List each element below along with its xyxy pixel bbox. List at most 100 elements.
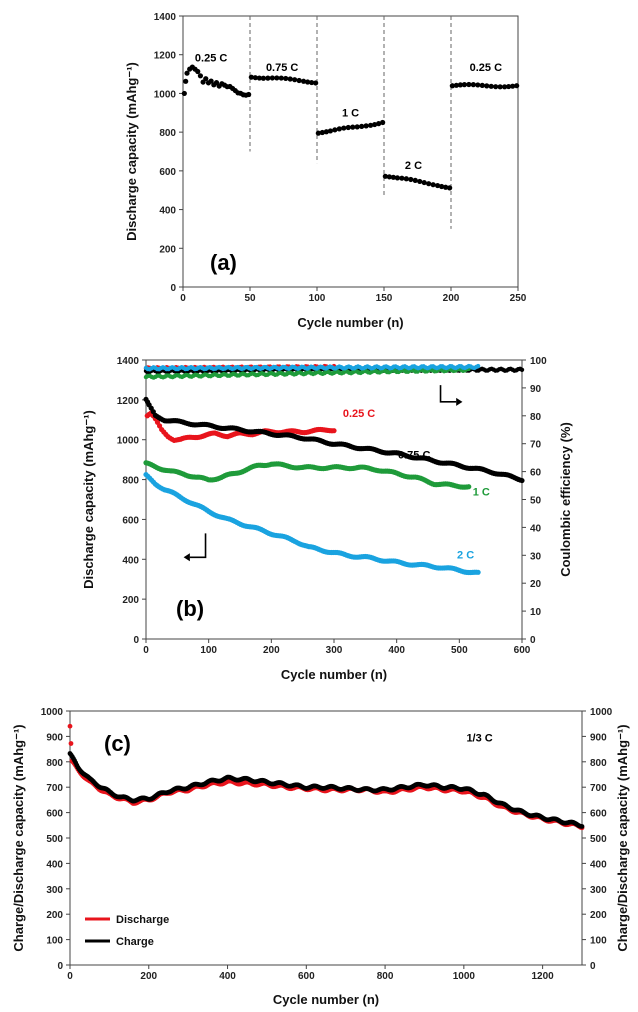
plot-frame — [182, 15, 519, 288]
data-point — [183, 78, 189, 84]
y-tick-label: 800 — [122, 476, 139, 487]
y-tick-label: 0 — [170, 283, 176, 294]
data-point — [278, 75, 284, 81]
y-tick-label: 200 — [159, 244, 176, 255]
series-charge — [67, 751, 585, 829]
y2-axis-label: Coulombic efficiency (%) — [558, 422, 573, 577]
y-tick-label: 300 — [46, 885, 63, 896]
data-point — [292, 77, 298, 83]
x-tick-label: 0 — [143, 645, 149, 656]
data-point — [488, 83, 494, 89]
data-point — [332, 127, 338, 133]
data-point — [412, 177, 418, 183]
data-point — [493, 84, 499, 90]
data-point — [341, 125, 347, 131]
y2-tick-label: 700 — [590, 783, 607, 794]
y-tick-label: 200 — [122, 595, 139, 606]
y-tick-label: 700 — [46, 783, 63, 794]
series-discharge — [67, 723, 585, 831]
data-point — [426, 181, 432, 187]
y2-tick-label: 800 — [590, 758, 607, 769]
data-point — [475, 82, 481, 88]
data-point — [403, 176, 409, 182]
series-1-c — [143, 366, 472, 490]
y2-axis-label: Charge/Discharge capacity (mAhg⁻¹) — [615, 724, 630, 951]
y2-tick-label: 300 — [590, 885, 607, 896]
y-tick-label: 1000 — [117, 436, 140, 447]
data-markers — [143, 363, 525, 576]
x-tick-label: 0 — [180, 293, 186, 304]
data-point — [363, 123, 369, 129]
y-tick-label: 0 — [57, 961, 63, 972]
data-point — [475, 569, 481, 575]
data-point — [256, 75, 262, 81]
y2-tick-label: 200 — [590, 910, 607, 921]
data-point — [305, 79, 311, 85]
y-tick-label: 500 — [46, 834, 63, 845]
x-axis-label: Cycle number (n) — [273, 992, 379, 1007]
plot-frame — [69, 710, 583, 966]
x-tick-label: 300 — [326, 645, 343, 656]
panel-label: (b) — [176, 596, 204, 621]
data-point — [466, 81, 472, 88]
y-tick-label: 400 — [122, 555, 139, 566]
y-tick-label: 600 — [159, 167, 176, 178]
x-tick-label: 200 — [263, 645, 280, 656]
annotation-label: 1 C — [473, 487, 490, 499]
data-point — [502, 84, 508, 90]
y-tick-label: 1000 — [41, 707, 64, 718]
annotation-label: 0.25 C — [195, 52, 227, 64]
y2-tick-label: 500 — [590, 834, 607, 845]
data-point — [203, 76, 209, 82]
data-point — [447, 185, 453, 191]
data-point — [350, 124, 356, 130]
data-point — [309, 79, 315, 86]
y-tick-label: 1400 — [154, 12, 177, 23]
data-point — [195, 68, 201, 75]
y2-tick-label: 80 — [530, 412, 542, 423]
data-point — [430, 182, 436, 188]
data-point — [421, 179, 427, 186]
annotation-label: 2 C — [457, 549, 474, 561]
x-tick-label: 200 — [140, 971, 157, 982]
panel-label: (a) — [210, 250, 237, 275]
y2-tick-label: 1000 — [590, 707, 613, 718]
y-tick-label: 600 — [46, 809, 63, 820]
data-point — [260, 75, 266, 81]
data-point — [380, 119, 386, 126]
data-point — [519, 477, 525, 484]
data-point — [265, 75, 271, 81]
y-axis-label: Charge/Discharge capacity (mAhg⁻¹) — [11, 724, 26, 951]
x-tick-label: 400 — [388, 645, 405, 656]
y2-tick-label: 400 — [590, 859, 607, 870]
data-point — [269, 75, 275, 81]
data-point — [453, 82, 459, 88]
y-tick-label: 800 — [159, 128, 176, 139]
data-point — [274, 75, 280, 81]
annotation-label: 1/3 C — [466, 732, 492, 744]
x-tick-label: 100 — [200, 645, 217, 656]
chart-panel-1: 0 50 100 150 200 250 0 200 400 600 800 1000 1200 1400… — [124, 12, 527, 330]
y-axis-label: Discharge capacity (mAhg⁻¹) — [81, 410, 96, 589]
x-tick-label: 200 — [443, 293, 460, 304]
y2-tick-label: 100 — [530, 356, 547, 367]
data-point — [181, 90, 187, 97]
y-axis-label: Discharge capacity (mAhg⁻¹) — [124, 62, 139, 241]
x-tick-label: 1200 — [531, 971, 554, 982]
x-tick-label: 400 — [219, 971, 236, 982]
data-point — [248, 74, 254, 80]
data-point — [399, 175, 405, 181]
arrow-line — [439, 385, 457, 403]
data-point — [283, 75, 289, 82]
data-point — [301, 78, 307, 84]
data-point — [67, 723, 73, 729]
chart-panel-2: 0 100 200 300 400 500 600020040060080010001200… — [81, 356, 573, 682]
data-point — [296, 77, 302, 84]
data-point — [319, 129, 325, 136]
series-2-c — [143, 363, 481, 576]
data-point — [435, 182, 441, 189]
y-tick-label: 100 — [46, 936, 63, 947]
ce-point — [475, 363, 481, 369]
x-tick-label: 150 — [376, 293, 393, 304]
